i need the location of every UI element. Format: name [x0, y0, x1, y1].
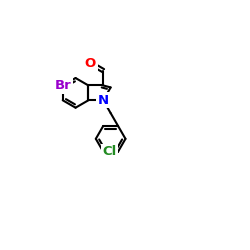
- Text: Cl: Cl: [102, 145, 117, 158]
- Text: Br: Br: [54, 79, 71, 92]
- Text: O: O: [85, 57, 96, 70]
- Text: N: N: [98, 94, 109, 107]
